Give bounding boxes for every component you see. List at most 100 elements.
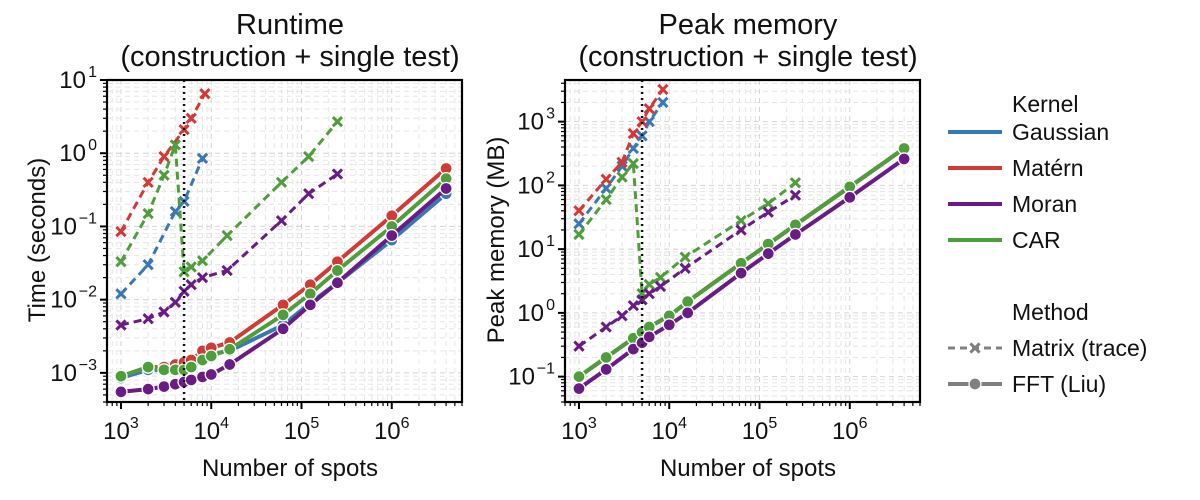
memory-point-matern-matrix [627,127,639,140]
memory-point-matern-matrix [636,115,648,128]
memory-point-moran-matrix [616,310,628,322]
runtime-point-moran-matrix [115,319,127,331]
memory-x-tick-label: 103 [561,415,597,445]
memory-point-matern-matrix [643,102,655,115]
runtime-point-car-matrix [178,266,190,278]
memory-point-car-fft [599,350,613,365]
runtime-line-gaussian-matrix [119,157,204,295]
memory-point-car-matrix [627,157,639,170]
runtime-y-tick-label: 10 [59,67,86,94]
runtime-point-moran-matrix [158,306,170,318]
runtime-y-tick-label: 10 [59,140,86,167]
runtime-point-car-fft [184,360,198,374]
memory-x-axis-label: Number of spots [660,455,836,482]
memory-point-gaussian-matrix [616,160,628,172]
memory-point-moran-fft [662,318,676,332]
runtime-y-tick-exponent: −1 [79,210,97,227]
memory-point-moran-fft [761,246,775,261]
memory-point-moran-matrix [573,340,585,352]
memory-point-car-matrix [654,271,667,284]
runtime-point-matern-matrix [115,225,127,238]
runtime-point-moran-fft [141,382,155,396]
memory-y-tick-exponent: 0 [546,297,555,314]
runtime-point-car-fft [141,360,155,374]
runtime-point-gaussian-matrix [196,152,209,165]
runtime-y-tick-exponent: 1 [88,64,97,81]
runtime-point-car-matrix [302,150,315,163]
legend-label-matrix: Matrix (trace) [1012,335,1147,361]
memory-point-moran-fft [599,362,613,377]
memory-point-car-matrix [616,171,628,183]
memory-line-car-matrix [577,162,797,296]
memory-x-tick-label: 104 [651,415,687,445]
legend-marker-fft [968,377,982,391]
memory-y-tick-label: 10 [517,300,544,327]
runtime-y-tick-label: 10 [50,213,77,240]
memory-point-moran-matrix [679,262,691,274]
legend-method-title: Method [1012,299,1089,325]
runtime-series-moran-matrix [115,168,344,331]
memory-y-tick-exponent: 2 [546,169,555,186]
memory-series-moran-fft [572,152,911,396]
runtime-point-moran-matrix [169,296,181,308]
legend: Kernel Gaussian Matérn Moran CAR Method … [948,91,1147,397]
memory-grid [564,80,921,403]
runtime-point-moran-fft [303,298,317,312]
runtime-point-moran-fft [276,322,290,336]
memory-y-tick-exponent: 1 [546,233,555,250]
legend-label-gaussian: Gaussian [1012,119,1109,145]
memory-series-car-matrix [573,157,802,300]
memory-point-matern-matrix [657,83,669,96]
runtime-series-matern-fft [114,161,453,383]
runtime-x-axis-label: Number of spots [202,455,378,482]
memory-y-tick-exponent: 3 [546,106,555,123]
runtime-x-tick-label: 104 [193,415,229,445]
runtime-point-car-matrix [221,229,233,242]
memory-point-car-matrix [789,177,802,189]
runtime-series-gaussian-matrix [115,152,209,300]
runtime-point-car-matrix [196,255,209,267]
runtime-x-tick-label: 103 [103,415,139,445]
runtime-point-moran-fft [385,228,399,243]
runtime-point-moran-fft [184,373,198,387]
runtime-point-moran-fft [223,357,237,372]
memory-point-moran-matrix [627,299,639,312]
runtime-point-gaussian-matrix [115,288,127,300]
memory-title-line1: Peak memory [659,9,838,41]
runtime-point-moran-matrix [142,312,154,325]
runtime-point-car-fft [114,369,128,383]
legend-kernel-title: Kernel [1012,91,1078,117]
runtime-series-car-fft [114,171,453,383]
memory-point-car-matrix [679,251,691,263]
runtime-point-moran-fft [204,367,218,382]
memory-point-car-matrix [762,197,774,210]
memory-point-gaussian-matrix [600,182,612,194]
runtime-point-car-matrix [158,169,170,181]
runtime-point-moran-matrix [275,214,288,227]
memory-x-tick-label: 106 [832,415,868,445]
memory-point-car-matrix [573,228,585,241]
legend-marker-matrix [969,342,981,354]
runtime-point-moran-fft [157,379,171,394]
runtime-chart: Runtime (construction + single test) Num… [24,9,464,482]
runtime-point-car-matrix [331,115,344,128]
runtime-point-moran-matrix [331,168,344,180]
memory-point-moran-fft [642,330,656,344]
runtime-point-moran-matrix [185,279,197,291]
memory-point-matern-matrix [616,156,628,168]
runtime-point-gaussian-matrix [169,205,181,218]
runtime-point-moran-fft [330,276,345,290]
memory-point-moran-fft [788,227,803,242]
memory-y-axis-label: Peak memory (MB) [483,137,510,344]
runtime-point-car-matrix [275,176,288,189]
runtime-y-tick-label: 10 [50,287,77,314]
runtime-series-matern-matrix [115,88,211,238]
runtime-point-gaussian-matrix [142,259,154,271]
memory-y-tick-exponent: −1 [537,361,555,378]
memory-point-moran-fft [626,342,640,356]
runtime-series-moran-fft [114,181,453,399]
runtime-point-car-fft [303,287,317,301]
memory-x-tick-label: 105 [742,415,778,445]
memory-point-car-matrix [735,214,747,227]
